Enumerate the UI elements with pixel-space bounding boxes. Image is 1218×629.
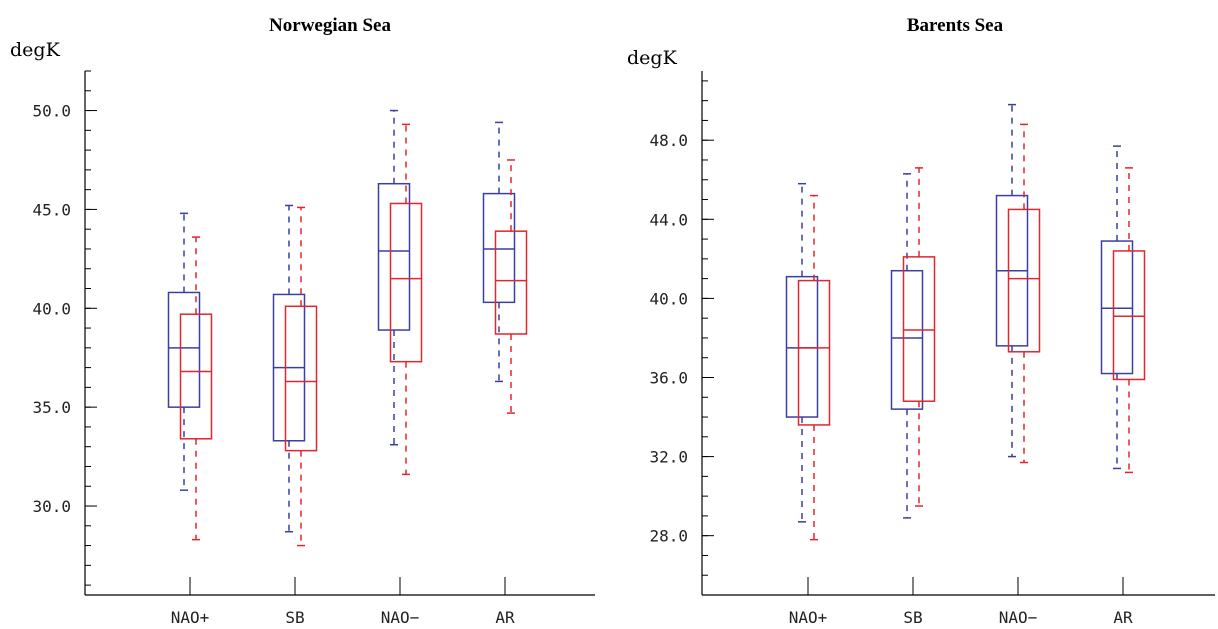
box-iqr	[377, 182, 411, 331]
box-series-b	[389, 123, 423, 476]
box-iqr	[1100, 240, 1134, 375]
box-series-a	[272, 204, 306, 533]
chart-title: Barents Sea	[907, 15, 1004, 36]
axes: 28.0 32.0 36.0 40.0 44.0 48.0 NAO+ SB NAO− AR	[649, 71, 1215, 627]
x-category-label: NAO+	[171, 608, 210, 627]
y-tick-label: 40.0	[649, 289, 688, 308]
box-series-b	[902, 167, 936, 507]
plot-area	[785, 103, 1146, 541]
x-category-label: NAO−	[999, 608, 1038, 627]
box-iqr	[179, 313, 213, 440]
box-series-a	[785, 182, 819, 523]
y-tick-label: 40.0	[32, 299, 71, 318]
box-iqr	[494, 230, 528, 335]
box-iqr	[1007, 208, 1041, 353]
y-tick-label: 48.0	[649, 131, 688, 150]
x-category-label: AR	[1113, 608, 1133, 627]
box-series-a	[482, 121, 516, 383]
axes: 30.0 35.0 40.0 45.0 50.0 NAO+ SB NAO− AR	[32, 70, 595, 627]
x-category-label: NAO+	[789, 608, 828, 627]
x-category-label: SB	[903, 608, 922, 627]
box-series-a	[890, 173, 924, 519]
box-iqr	[902, 256, 936, 402]
box-series-a	[377, 109, 411, 446]
panel-barents-sea: Barents Sea degK 28.0 32.0 36.0 40.0 44.0 48.…	[627, 15, 1215, 627]
y-tick-label: 50.0	[32, 102, 71, 121]
box-series-b	[284, 206, 318, 547]
x-category-label: NAO−	[381, 608, 420, 627]
y-axis-unit-label: degK	[627, 47, 678, 69]
box-series-b	[1007, 123, 1041, 464]
y-tick-label: 36.0	[649, 368, 688, 387]
y-tick-label: 44.0	[649, 210, 688, 229]
box-iqr	[797, 279, 831, 426]
box-series-b	[797, 194, 831, 541]
y-tick-label: 35.0	[32, 398, 71, 417]
box-series-a	[995, 103, 1029, 458]
box-series-a	[1100, 145, 1134, 470]
panel-norwegian-sea: Norwegian Sea degK 30.0 35.0 40.0 45.0 50.0 N…	[10, 15, 595, 627]
box-series-b	[179, 236, 213, 541]
chart-title: Norwegian Sea	[269, 15, 391, 36]
box-iqr	[785, 275, 819, 418]
box-iqr	[1112, 250, 1146, 381]
y-tick-label: 32.0	[649, 448, 688, 467]
x-category-label: SB	[285, 608, 304, 627]
box-series-a	[167, 212, 201, 491]
y-tick-label: 28.0	[649, 527, 688, 546]
x-category-label: AR	[495, 608, 515, 627]
y-tick-label: 45.0	[32, 200, 71, 219]
box-iqr	[890, 269, 924, 410]
box-iqr	[284, 305, 318, 452]
box-iqr	[167, 291, 201, 408]
box-series-b	[494, 159, 528, 414]
y-axis-unit-label: degK	[10, 39, 61, 61]
box-iqr	[482, 192, 516, 304]
y-tick-label: 30.0	[32, 497, 71, 516]
box-iqr	[389, 202, 423, 363]
plot-area	[167, 109, 528, 547]
box-series-b	[1112, 167, 1146, 474]
